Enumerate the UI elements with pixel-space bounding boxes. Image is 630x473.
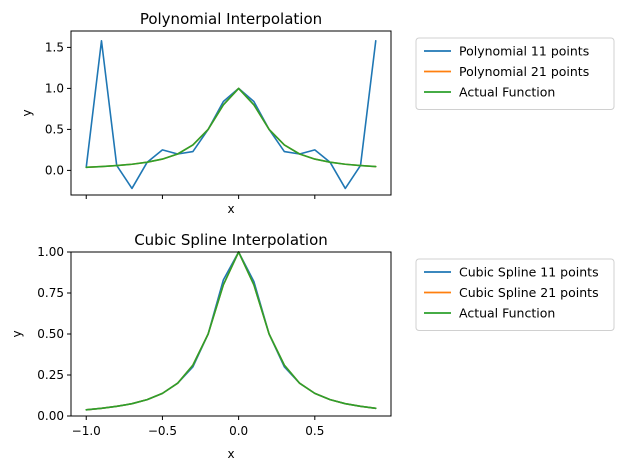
polynomial-y-tick-label: 1.0 [45,81,64,95]
cubic-spline-y-tick-label: 0.75 [37,286,64,300]
polynomial-legend: Polynomial 11 points Polynomial 21 points… [415,37,615,110]
cubic-spline-y-tick-label: 0.50 [37,327,64,341]
cubic-spline-legend-box [415,258,615,331]
polynomial-y-tick-label: 1.5 [45,40,64,54]
cubic-spline-series-line-2 [85,251,377,411]
cubic-spline-legend-label: Cubic Spline 21 points [459,285,599,300]
cubic-spline-plot-frame [70,251,392,417]
cubic-spline-x-axis-label: x [227,447,234,461]
polynomial-y-tick-label: 0.5 [45,122,64,136]
cubic-spline-series-group [85,251,377,411]
cubic-spline-y-axis-label: y [10,330,24,337]
polynomial-series-line-1 [85,40,377,190]
polynomial-chart: Polynomial Interpolation 0.00.51.01.5 x … [20,10,615,216]
cubic-spline-legend-label: Actual Function [459,306,555,321]
polynomial-ticks: 0.0 0.5 1.0 1.5 [45,40,316,199]
polynomial-legend-box [415,37,615,110]
cubic-spline-x-tick-label: 0.5 [305,424,324,438]
polynomial-x-axis-label: x [227,202,234,216]
polynomial-legend-label: Actual Function [459,85,555,100]
cubic-spline-y-tick-label: 0.00 [37,409,64,423]
cubic-spline-x-tick-label: −1.0 [72,424,101,438]
cubic-spline-y-tick-label: 0.25 [37,368,64,382]
cubic-spline-legend-label: Cubic Spline 11 points [459,265,599,280]
polynomial-y-tick-label: 0.0 [45,163,64,177]
cubic-spline-chart: Cubic Spline Interpolation 0.000.250.500… [10,231,615,461]
cubic-spline-legend: Cubic Spline 11 points Cubic Spline 21 po… [415,258,615,331]
polynomial-series-line-3 [85,87,377,169]
cubic-spline-x-tick-label: 0.0 [229,424,248,438]
cubic-spline-series-line-3 [85,251,377,411]
polynomial-series-group [85,40,377,190]
polynomial-legend-label: Polynomial 21 points [459,64,589,79]
cubic-spline-ticks: 0.00 0.25 0.50 0.75 1.00 −1.0 −0.5 0.0 0.5 [37,245,324,438]
cubic-spline-series-line-1 [85,251,377,411]
polynomial-legend-label: Polynomial 11 points [459,44,589,59]
polynomial-plot-frame [70,30,392,196]
cubic-spline-x-tick-label: −0.5 [148,424,177,438]
cubic-spline-y-tick-label: 1.00 [37,245,64,259]
cubic-spline-chart-title: Cubic Spline Interpolation [134,231,328,249]
polynomial-chart-title: Polynomial Interpolation [140,10,322,28]
polynomial-y-axis-label: y [20,109,34,116]
polynomial-series-line-2 [85,87,377,169]
